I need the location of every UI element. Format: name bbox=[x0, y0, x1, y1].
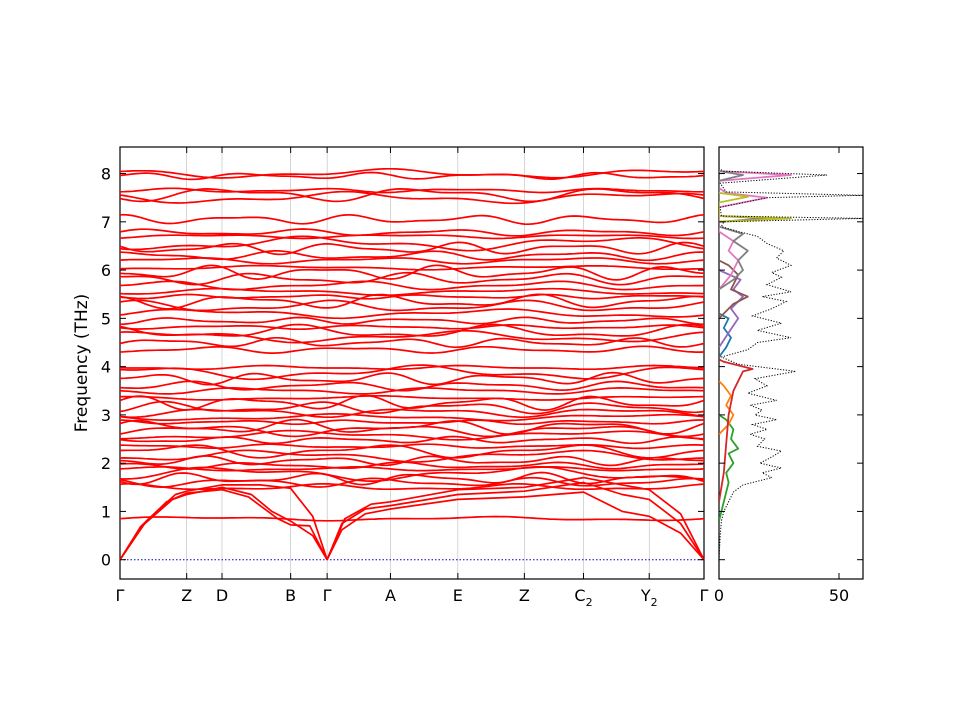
optical-band bbox=[119, 299, 705, 312]
k-point-label: Γ bbox=[116, 586, 125, 605]
dos-panel: 0 50 bbox=[714, 146, 864, 605]
y-tick-label: 1 bbox=[101, 502, 111, 521]
band-x-ticks: Γ Z D B Γ A E Z C2 Y2 Γ bbox=[116, 147, 709, 609]
k-point-label: C2 bbox=[574, 586, 592, 609]
optical-band bbox=[119, 171, 705, 181]
optical-band bbox=[119, 449, 705, 463]
optical-band bbox=[119, 418, 705, 435]
optical-band bbox=[119, 413, 705, 422]
optical-band bbox=[119, 324, 705, 331]
dos-x-tick-label: 50 bbox=[829, 586, 849, 605]
k-point-label: Γ bbox=[323, 586, 332, 605]
dos-x-tick-label: 0 bbox=[714, 586, 724, 605]
k-point-label: Z bbox=[519, 586, 530, 605]
optical-band bbox=[119, 380, 705, 392]
y-tick-label: 7 bbox=[101, 213, 111, 232]
band-y-ticks: 0 1 2 3 4 5 6 7 8 bbox=[101, 165, 704, 570]
optical-band bbox=[119, 465, 705, 482]
band-lines bbox=[119, 167, 705, 561]
partial-dos-line bbox=[719, 192, 792, 223]
k-point-label: Z bbox=[181, 586, 192, 605]
optical-band bbox=[119, 471, 705, 486]
optical-band bbox=[119, 213, 705, 226]
optical-band bbox=[120, 394, 705, 401]
optical-band bbox=[119, 293, 705, 300]
optical-band bbox=[119, 190, 705, 205]
optical-band bbox=[119, 336, 705, 349]
optical-band bbox=[120, 271, 704, 286]
optical-band bbox=[119, 387, 705, 395]
partial-dos-line bbox=[719, 259, 749, 320]
optical-band bbox=[119, 228, 705, 237]
optical-band bbox=[119, 371, 705, 386]
optical-band bbox=[119, 345, 705, 354]
k-point-label: Y2 bbox=[640, 586, 658, 609]
optical-band bbox=[119, 264, 705, 271]
optical-band bbox=[119, 308, 705, 320]
optical-band bbox=[119, 419, 704, 426]
optical-band bbox=[119, 323, 705, 337]
optical-band bbox=[119, 264, 705, 281]
dos-ticks: 0 50 bbox=[714, 147, 863, 605]
optical-band bbox=[119, 234, 705, 240]
optical-band bbox=[119, 167, 705, 179]
optical-band bbox=[120, 429, 705, 441]
acoustic-branch bbox=[119, 486, 328, 561]
y-tick-label: 3 bbox=[101, 406, 111, 425]
optical-band bbox=[119, 515, 705, 522]
y-tick-label: 6 bbox=[101, 261, 111, 280]
acoustic-branch bbox=[326, 476, 705, 561]
k-point-label: D bbox=[216, 586, 228, 605]
k-point-label: E bbox=[453, 586, 463, 605]
optical-band bbox=[119, 482, 705, 491]
optical-band bbox=[119, 364, 705, 371]
optical-band bbox=[119, 280, 705, 291]
optical-band bbox=[119, 394, 705, 411]
optical-band bbox=[119, 250, 704, 262]
partial-dos-line bbox=[719, 414, 740, 522]
dos-lines bbox=[719, 168, 863, 560]
y-tick-label: 8 bbox=[101, 165, 111, 184]
optical-band bbox=[119, 235, 705, 252]
y-tick-label: 2 bbox=[101, 454, 111, 473]
y-tick-label: 0 bbox=[101, 551, 111, 570]
band-high-symmetry-lines bbox=[186, 147, 650, 579]
optical-band bbox=[119, 329, 705, 344]
band-plot-frame bbox=[119, 146, 705, 580]
k-point-label: B bbox=[285, 586, 296, 605]
optical-band bbox=[119, 316, 705, 326]
y-tick-label: 5 bbox=[101, 309, 111, 328]
optical-band bbox=[119, 466, 705, 472]
total-dos-line bbox=[719, 168, 863, 560]
optical-band bbox=[119, 187, 704, 194]
optical-band bbox=[119, 455, 705, 467]
band-structure-panel: 0 1 2 3 4 5 6 7 8 Γ Z D B Γ A E Z C2 Y2 Γ Frequency (THz) bbox=[72, 146, 709, 609]
dos-plot-frame bbox=[718, 146, 864, 580]
y-tick-label: 4 bbox=[101, 358, 111, 377]
k-point-label: Γ bbox=[700, 586, 709, 605]
acoustic-branch bbox=[326, 481, 705, 561]
partial-dos-line bbox=[719, 170, 768, 291]
acoustic-branch bbox=[119, 484, 328, 561]
optical-band bbox=[119, 443, 705, 450]
k-point-label: A bbox=[385, 586, 396, 605]
optical-band bbox=[119, 364, 705, 381]
partial-dos-line bbox=[719, 312, 732, 358]
y-axis-label: Frequency (THz) bbox=[72, 294, 92, 433]
partial-dos-line bbox=[719, 358, 754, 502]
